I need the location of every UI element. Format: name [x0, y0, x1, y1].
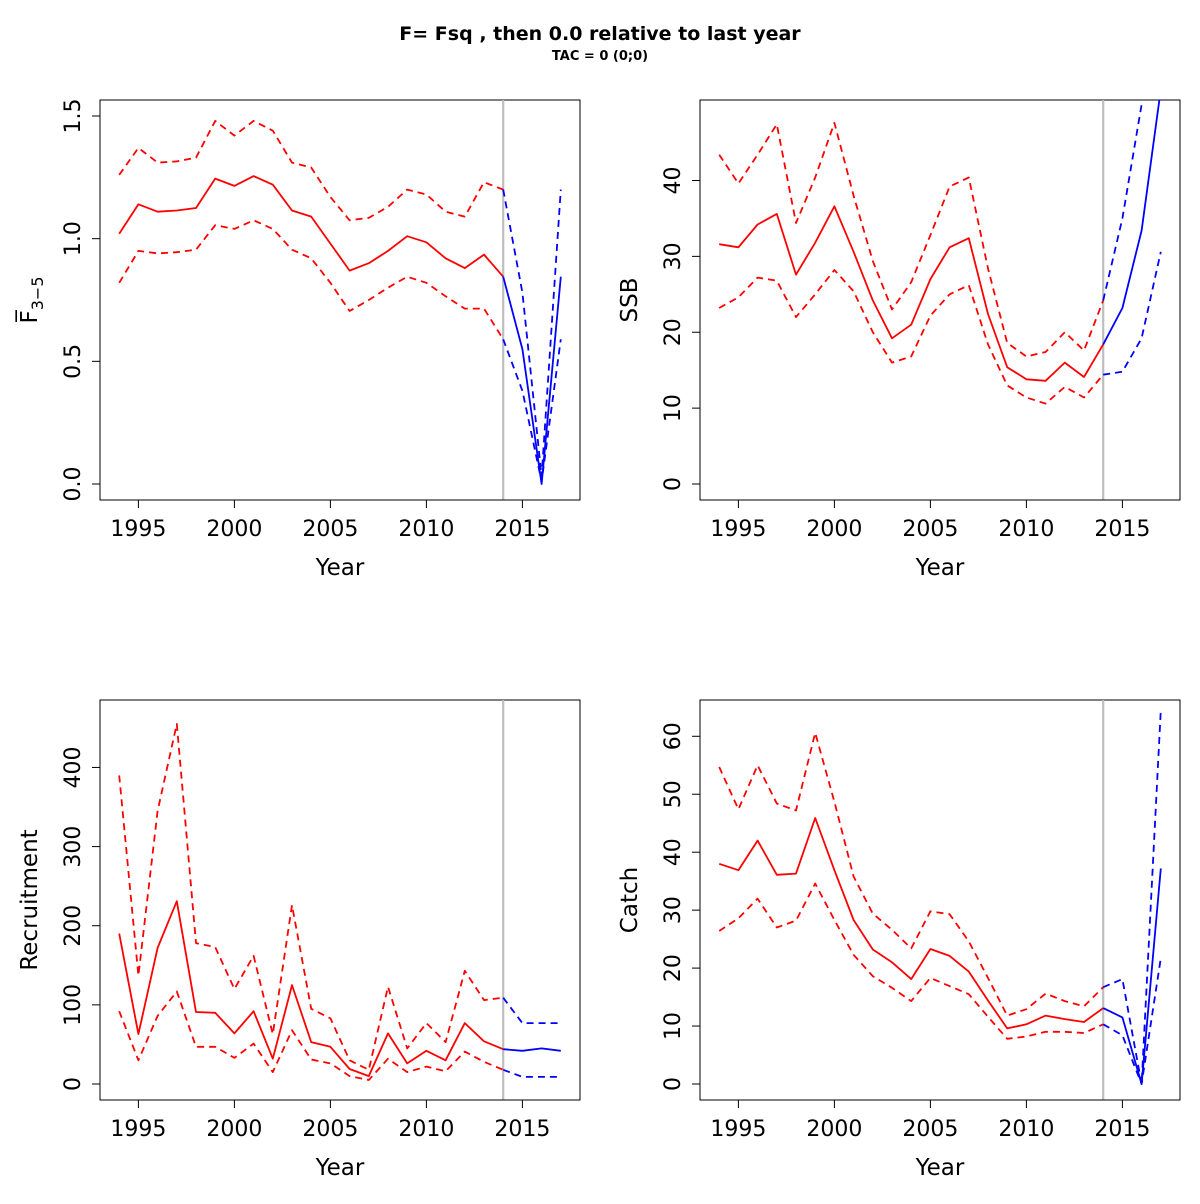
x-tick-label: 1995: [710, 1117, 766, 1142]
x-axis-label: Year: [915, 1155, 965, 1181]
forecast-estimate-line: [1102, 868, 1162, 1085]
historic-bound-line: [718, 731, 1104, 1017]
y-tick-label: 60: [661, 722, 686, 750]
x-tick-label: 2010: [998, 517, 1054, 542]
panel-fbar: 1995 2000 2005 2010 2015 Year 0.0 0.5 1.0 1.5 F̅3−…: [15, 99, 581, 581]
x-tick-label: 2015: [1094, 517, 1150, 542]
x-tick-label: 2000: [206, 517, 262, 542]
historic-estimate-line: [719, 205, 1104, 382]
series-group: [718, 100, 1162, 405]
figure-subtitle: TAC = 0 (0;0): [552, 49, 648, 64]
y-axis-label: F̅3−5: [15, 277, 47, 324]
y-tick-label: 50: [661, 780, 686, 808]
forecast-bound-line: [1102, 100, 1144, 301]
y-tick-label: 10: [661, 394, 686, 422]
panel-catch: 1995 2000 2005 2010 2015 Year 0 10 20 30 40 50 60 Cat…: [617, 699, 1181, 1181]
y-tick-label: 20: [661, 318, 686, 346]
y-tick-label: 10: [661, 1012, 686, 1040]
x-tick-label: 2005: [302, 517, 358, 542]
forecast-bound-line: [502, 997, 561, 1024]
x-tick-label: 2005: [302, 1117, 358, 1142]
y-axis: 0.0 0.5 1.0 1.5 F̅3−5: [15, 99, 101, 502]
x-tick-label: 2000: [206, 1117, 262, 1142]
x-tick-label: 2015: [494, 1117, 550, 1142]
historic-estimate-line: [718, 817, 1104, 1030]
y-tick-label: 0: [661, 477, 686, 491]
x-axis: 1995 2000 2005 2010 2015 Year: [710, 1099, 1150, 1181]
x-tick-label: 1995: [710, 517, 766, 542]
y-axis-label: SSB: [617, 278, 643, 323]
forecast-bound-line: [502, 189, 562, 478]
x-tick-label: 2005: [902, 517, 958, 542]
x-axis: 1995 2000 2005 2010 2015 Year: [710, 499, 1150, 581]
y-tick-label: 0: [61, 1077, 86, 1091]
plot-frame: [699, 99, 1181, 501]
historic-bound-line: [118, 219, 504, 340]
y-tick-label: 20: [661, 954, 686, 982]
historic-bound-line: [118, 723, 504, 1071]
figure-title: F= Fsq , then 0.0 relative to last year: [399, 23, 801, 45]
forecast-estimate-line: [503, 1047, 561, 1052]
panel-recruitment: 1995 2000 2005 2010 2015 Year 0 100 200 300 400 Rec…: [17, 699, 581, 1181]
x-tick-label: 1995: [110, 517, 166, 542]
y-axis: 0 10 20 30 40 50 60 Catch: [617, 722, 701, 1091]
x-tick-label: 2015: [494, 517, 550, 542]
y-axis-label: Recruitment: [17, 829, 43, 970]
forecast-estimate-line: [1102, 100, 1161, 345]
y-tick-label: 300: [61, 826, 86, 868]
forecast-bound-line: [1102, 710, 1162, 1085]
y-tick-label: 0.0: [61, 467, 86, 502]
y-tick-label: 200: [61, 905, 86, 947]
y-tick-label: 100: [61, 984, 86, 1026]
x-axis-label: Year: [915, 555, 965, 581]
y-tick-label: 0.5: [61, 344, 86, 379]
x-tick-label: 2015: [1094, 1117, 1150, 1142]
series-group: [118, 723, 561, 1081]
y-axis: 0 100 200 300 400 Recruitment: [17, 746, 101, 1091]
plot-frame: [99, 99, 581, 501]
historic-bound-line: [718, 121, 1105, 358]
y-tick-label: 400: [61, 746, 86, 788]
series-group: [118, 120, 562, 485]
panel-ssb: 1995 2000 2005 2010 2015 Year 0 10 20 30 40 SSB: [617, 99, 1181, 581]
forecast-bound-line: [1103, 251, 1162, 376]
y-axis-label: Catch: [617, 867, 643, 933]
y-tick-label: 1.5: [61, 99, 86, 134]
x-tick-label: 2000: [806, 517, 862, 542]
forecast-estimate-line: [502, 276, 562, 485]
historic-bound-line: [118, 120, 504, 222]
x-tick-label: 2000: [806, 1117, 862, 1142]
historic-estimate-line: [118, 900, 504, 1077]
x-tick-label: 1995: [110, 1117, 166, 1142]
historic-bound-line: [118, 990, 504, 1081]
forecast-bound-line: [502, 338, 562, 483]
historic-bound-line: [718, 882, 1104, 1040]
series-group: [718, 710, 1162, 1085]
plot-frame: [699, 699, 1181, 1101]
x-axis-label: Year: [315, 1155, 365, 1181]
x-axis-label: Year: [315, 555, 365, 581]
y-tick-label: 0: [661, 1077, 686, 1091]
y-axis: 0 10 20 30 40 SSB: [617, 166, 701, 491]
x-tick-label: 2010: [398, 1117, 454, 1142]
x-axis: 1995 2000 2005 2010 2015 Year: [110, 1099, 550, 1181]
forecast-bound-line: [502, 1068, 561, 1078]
y-tick-label: 40: [661, 838, 686, 866]
x-tick-label: 2010: [398, 517, 454, 542]
historic-bound-line: [718, 269, 1104, 405]
y-tick-label: 1.0: [61, 221, 86, 256]
y-tick-label: 30: [661, 242, 686, 270]
y-tick-label: 40: [661, 166, 686, 194]
x-axis: 1995 2000 2005 2010 2015 Year: [110, 499, 550, 581]
x-tick-label: 2010: [998, 1117, 1054, 1142]
y-tick-label: 30: [661, 896, 686, 924]
forecast-bound-line: [1102, 958, 1162, 1085]
x-tick-label: 2005: [902, 1117, 958, 1142]
historic-estimate-line: [118, 175, 504, 278]
